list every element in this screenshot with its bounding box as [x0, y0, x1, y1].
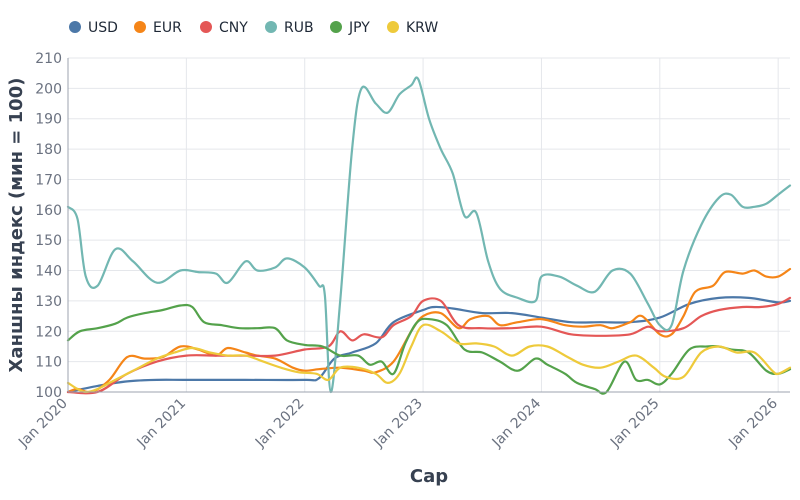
x-axis-title: Сар — [410, 466, 448, 487]
x-tick-label-2020: Jan 2020 — [15, 396, 71, 452]
y-tick-label-100: 100 — [35, 385, 62, 401]
y-tick-label-190: 190 — [35, 112, 62, 128]
legend-item-jpy[interactable]: JPY — [330, 20, 370, 36]
legend-item-cny[interactable]: CNY — [200, 20, 248, 36]
y-axis-ticks: 100 110 120 130 140 150 160 170 180 190 200 210 — [35, 51, 62, 401]
legend-label-krw: KRW — [406, 20, 438, 36]
y-tick-label-180: 180 — [35, 142, 62, 158]
x-tick-label-2025: Jan 2025 — [607, 396, 663, 452]
axes — [67, 58, 790, 393]
legend-item-rub[interactable]: RUB — [265, 20, 314, 36]
y-tick-label-150: 150 — [35, 233, 62, 249]
x-axis-ticks: Jan 2020 Jan 2021 Jan 2022 Jan 2023 Jan 2024… — [15, 395, 781, 451]
legend-item-usd[interactable]: USD — [69, 20, 118, 36]
legend-item-eur[interactable]: EUR — [134, 20, 182, 36]
legend-swatch-rub — [265, 21, 277, 33]
series-line-usd[interactable] — [66, 296, 792, 394]
y-axis-title: Ханшны индекс (мин = 100) — [6, 78, 27, 373]
x-tick-label-2024: Jan 2024 — [489, 395, 545, 451]
series-line-eur[interactable] — [66, 267, 792, 394]
legend-label-usd: USD — [88, 20, 118, 36]
gridlines — [67, 57, 790, 393]
legend-label-jpy: JPY — [348, 20, 370, 36]
y-tick-label-160: 160 — [35, 203, 62, 219]
y-tick-label-140: 140 — [35, 264, 62, 280]
series-line-rub[interactable] — [66, 76, 792, 394]
y-tick-label-170: 170 — [35, 172, 62, 188]
x-tick-label-2022: Jan 2022 — [252, 396, 308, 452]
legend-label-rub: RUB — [284, 20, 314, 36]
x-tick-label-2026: Jan 2026 — [725, 395, 781, 451]
legend: USD EUR CNY RUB JPY KRW — [69, 20, 438, 36]
x-tick-label-2023: Jan 2023 — [370, 396, 426, 452]
series-line-krw[interactable] — [66, 323, 792, 394]
y-tick-label-210: 210 — [35, 51, 62, 67]
series-line-jpy[interactable] — [66, 303, 792, 395]
legend-swatch-eur — [134, 21, 146, 33]
legend-swatch-jpy — [330, 21, 342, 33]
y-tick-label-200: 200 — [35, 81, 62, 97]
y-tick-label-110: 110 — [35, 355, 62, 371]
y-tick-label-130: 130 — [35, 294, 62, 310]
y-tick-label-120: 120 — [35, 324, 62, 340]
legend-item-krw[interactable]: KRW — [387, 20, 438, 36]
legend-swatch-cny — [200, 21, 212, 33]
legend-swatch-usd — [69, 21, 81, 33]
series-lines — [66, 76, 792, 395]
x-tick-label-2021: Jan 2021 — [134, 396, 190, 452]
legend-label-eur: EUR — [153, 20, 182, 36]
legend-label-cny: CNY — [219, 20, 248, 36]
legend-swatch-krw — [387, 21, 399, 33]
